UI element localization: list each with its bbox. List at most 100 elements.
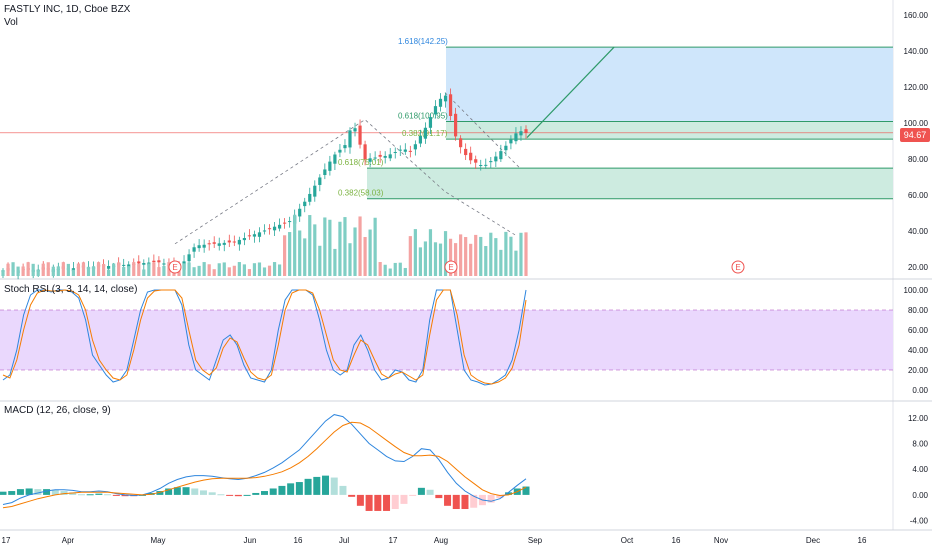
volume-bar xyxy=(142,269,146,276)
macd-histogram-bar xyxy=(191,488,199,495)
volume-bar xyxy=(46,262,50,276)
macd-histogram-bar xyxy=(199,490,207,495)
macd-histogram-bar xyxy=(208,492,216,495)
candle-body xyxy=(489,161,493,163)
volume-bar xyxy=(333,248,337,276)
candle-body xyxy=(202,244,206,248)
candle-body xyxy=(283,222,287,224)
volume-bar xyxy=(338,221,342,276)
candle-body xyxy=(313,185,317,197)
volume-bar xyxy=(519,232,523,276)
volume-bar xyxy=(112,263,116,276)
price-tick-label: 40.00 xyxy=(908,227,929,236)
volume-bar xyxy=(288,232,292,276)
volume-bar xyxy=(433,242,438,276)
time-tick-label: 17 xyxy=(2,536,11,545)
volume-bar xyxy=(393,262,397,276)
volume-bar xyxy=(1,270,5,276)
stoch-rsi-legend: Stoch RSI (3, 3, 14, 14, close) xyxy=(4,284,138,295)
volume-bar xyxy=(242,264,246,276)
macd-line xyxy=(2,414,527,505)
price-tick-label: 80.00 xyxy=(908,155,929,164)
price-tick-label: 160.00 xyxy=(904,11,929,20)
fib-label: 0.618(100.95) xyxy=(398,111,448,120)
candle-body xyxy=(303,201,307,207)
volume-bar xyxy=(267,265,272,276)
candle-body xyxy=(383,155,387,158)
candle-body xyxy=(252,234,257,237)
candle-body xyxy=(499,151,503,160)
volume-bar xyxy=(368,229,372,276)
macd-histogram-bar xyxy=(304,478,312,495)
candle-body xyxy=(343,145,347,149)
candle-body xyxy=(474,159,478,163)
candle-body xyxy=(368,158,372,162)
volume-bar xyxy=(313,224,317,276)
candle-body xyxy=(408,150,412,152)
candle-body xyxy=(232,241,236,243)
volume-bar xyxy=(283,235,287,276)
volume-bar xyxy=(182,263,186,276)
candle-body xyxy=(353,128,357,132)
volume-bar xyxy=(378,262,382,276)
time-tick-label: Jun xyxy=(244,536,257,545)
time-tick-label: Apr xyxy=(62,536,75,545)
candle-body xyxy=(423,127,428,139)
volume-bar xyxy=(107,269,111,276)
time-tick-label: Oct xyxy=(621,536,634,545)
volume-bar xyxy=(36,269,40,276)
macd-histogram-bar xyxy=(104,494,112,496)
macd-histogram-bar xyxy=(383,494,391,511)
candle-body xyxy=(378,154,382,157)
candle-body xyxy=(152,260,156,263)
macd-histogram-bar xyxy=(356,494,364,506)
time-tick-label: 17 xyxy=(389,536,398,545)
volume-bar xyxy=(66,263,70,276)
volume-bar xyxy=(509,236,513,276)
macd-histogram-bar xyxy=(25,488,33,495)
volume-bar xyxy=(484,246,488,276)
candle-body xyxy=(157,260,161,263)
macd-tick-label: 12.00 xyxy=(908,414,929,423)
candle-body xyxy=(348,130,352,148)
candle-body xyxy=(222,242,226,245)
time-tick-label: Jul xyxy=(339,536,349,545)
candle-body xyxy=(469,152,473,161)
vol-label: Vol xyxy=(4,17,18,28)
volume-bar xyxy=(363,237,367,276)
macd-histogram-bar xyxy=(86,494,94,496)
volume-bar xyxy=(6,263,10,276)
volume-bar xyxy=(398,262,402,276)
candle-body xyxy=(428,117,433,128)
macd-tick-label: 4.00 xyxy=(912,465,928,474)
macd-histogram-bar xyxy=(95,493,103,495)
candle-body xyxy=(524,129,528,133)
volume-bar xyxy=(293,214,297,276)
stoch-band xyxy=(0,310,893,370)
volume-bar xyxy=(117,262,121,276)
volume-bar xyxy=(232,265,236,276)
volume-bar xyxy=(453,243,458,276)
candle-body xyxy=(127,264,131,268)
stoch-d-line xyxy=(2,289,527,385)
price-tick-label: 20.00 xyxy=(908,263,929,272)
projection-line xyxy=(526,46,615,139)
volume-bar xyxy=(494,238,498,276)
volume-bar xyxy=(383,264,387,276)
macd-histogram-bar xyxy=(269,488,277,495)
macd-histogram-bar xyxy=(226,494,234,496)
volume-bar xyxy=(524,232,528,276)
macd-histogram-bar xyxy=(8,491,16,495)
volume-bar xyxy=(81,262,86,276)
candle-body xyxy=(277,224,282,229)
volume-bar xyxy=(11,262,15,276)
volume-bar xyxy=(162,265,166,276)
macd-histogram-bar xyxy=(0,491,7,495)
macd-histogram-bar xyxy=(391,494,399,510)
volume-bar xyxy=(499,249,503,276)
candle-body xyxy=(192,247,196,252)
macd-histogram-bar xyxy=(77,494,85,496)
volume-bar xyxy=(262,267,267,276)
candle-body xyxy=(237,239,241,245)
